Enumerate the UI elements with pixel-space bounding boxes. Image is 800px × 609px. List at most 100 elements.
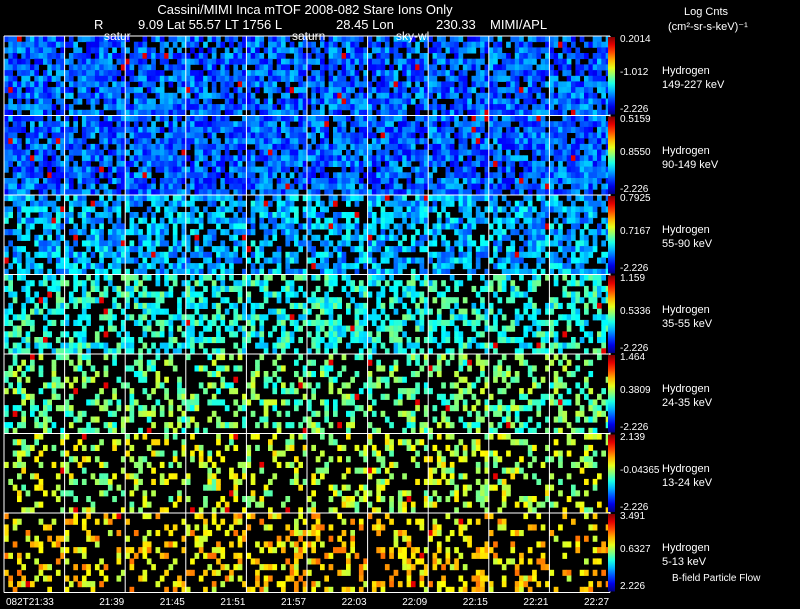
pixel	[532, 240, 537, 247]
pixel	[376, 109, 381, 116]
pixel	[419, 246, 425, 253]
pixel	[579, 109, 585, 116]
pixel	[428, 183, 433, 190]
pixel	[86, 217, 91, 224]
pixel	[216, 331, 221, 338]
pixel	[211, 138, 217, 145]
pixel	[501, 132, 507, 139]
pixel	[454, 87, 459, 94]
pixel	[77, 200, 83, 207]
pixel	[216, 246, 221, 253]
pixel	[73, 166, 78, 173]
pixel	[315, 126, 321, 133]
pixel	[81, 240, 87, 247]
pixel	[142, 64, 148, 71]
pixel	[575, 206, 581, 213]
pixel	[592, 138, 598, 145]
pixel	[406, 70, 412, 77]
pixel	[380, 268, 386, 275]
pixel	[328, 183, 334, 190]
pixel	[259, 64, 265, 71]
pixel	[579, 178, 585, 185]
pixel	[540, 268, 546, 275]
pixel	[579, 160, 585, 167]
pixel	[99, 64, 104, 71]
pixel	[389, 138, 394, 145]
pixel	[43, 104, 48, 111]
pixel	[64, 302, 70, 309]
pixel	[133, 195, 139, 202]
pixel	[43, 217, 48, 224]
pixel	[86, 342, 91, 349]
pixel	[566, 178, 572, 185]
pixel	[285, 155, 291, 162]
pixel	[488, 104, 494, 111]
pixel	[601, 53, 606, 60]
pixel	[601, 58, 606, 65]
pixel	[220, 206, 226, 213]
pixel	[597, 126, 602, 133]
pixel	[523, 126, 529, 133]
pixel	[203, 126, 208, 133]
pixel	[90, 41, 96, 48]
pixel	[38, 337, 44, 344]
pixel	[294, 160, 299, 167]
pixel	[233, 178, 239, 185]
pixel	[454, 53, 459, 60]
pixel	[445, 223, 451, 230]
pixel	[337, 104, 342, 111]
pixel	[333, 115, 338, 122]
pixel	[358, 58, 364, 65]
pixel	[99, 58, 104, 65]
pixel	[337, 126, 342, 133]
pixel	[34, 92, 39, 99]
pixel	[558, 109, 563, 116]
pixel	[536, 240, 542, 247]
pixel	[445, 183, 451, 190]
pixel	[462, 115, 468, 122]
pixel	[415, 172, 420, 179]
pixel	[423, 178, 429, 185]
pixel	[389, 121, 394, 128]
pixel	[229, 195, 234, 202]
pixel	[107, 212, 113, 219]
pixel	[410, 143, 416, 150]
pixel	[198, 138, 204, 145]
pixel	[423, 234, 429, 241]
pixel	[4, 246, 9, 253]
pixel	[250, 206, 256, 213]
pixel	[445, 87, 451, 94]
pixel	[77, 268, 83, 275]
pixel	[276, 58, 282, 65]
pixel	[363, 70, 368, 77]
pixel	[371, 58, 377, 65]
pixel	[454, 217, 459, 224]
pixel	[467, 36, 472, 43]
pixel	[172, 268, 178, 275]
pixel	[99, 109, 104, 116]
pixel	[493, 138, 498, 145]
pixel	[276, 268, 282, 275]
pixel	[532, 87, 537, 94]
pixel	[242, 70, 247, 77]
pixel	[21, 308, 26, 315]
pixel	[129, 257, 135, 264]
pixel	[216, 115, 221, 122]
pixel	[571, 257, 576, 264]
pixel	[237, 87, 243, 94]
pixel	[588, 183, 594, 190]
pixel	[77, 92, 83, 99]
pixel	[467, 126, 472, 133]
pixel	[337, 53, 342, 60]
pixel	[484, 132, 490, 139]
pixel	[68, 70, 74, 77]
pixel	[311, 115, 316, 122]
pixel	[592, 155, 598, 162]
pixel	[90, 229, 96, 236]
pixel	[142, 268, 148, 275]
pixel	[289, 98, 295, 105]
pixel	[125, 138, 130, 145]
pixel	[575, 87, 581, 94]
pixel	[549, 53, 555, 60]
lat-lt-l-readout: 9.09 Lat 55.57 LT 1756 L	[138, 17, 283, 32]
